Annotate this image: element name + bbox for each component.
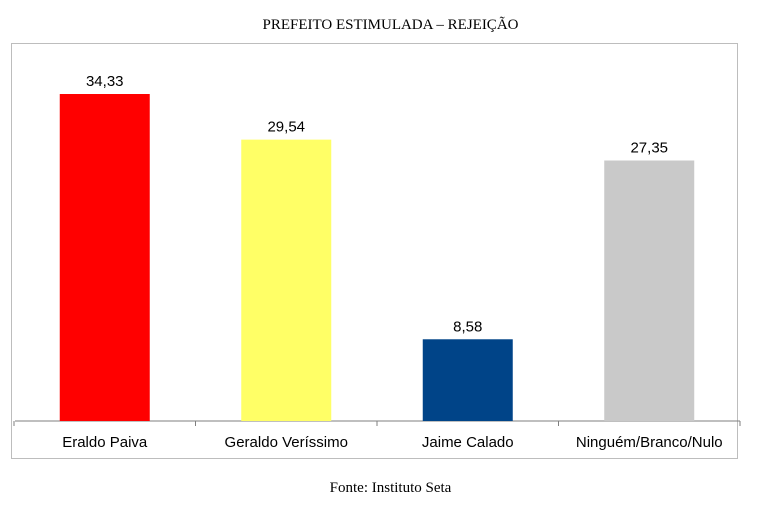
source-note: Fonte: Instituto Seta [329,480,452,496]
data-label: 34,33 [86,73,124,90]
data-label: 29,54 [267,119,305,136]
category-label: Eraldo Paiva [62,434,148,451]
bar [422,339,513,421]
category-label: Jaime Calado [422,434,514,451]
bar [241,139,332,421]
chart-frame [11,43,738,459]
bar [604,160,695,421]
data-label: 27,35 [630,139,668,156]
category-label: Geraldo Veríssimo [225,434,348,451]
category-label: Ninguém/Branco/Nulo [576,434,723,451]
data-label: 8,58 [453,318,482,335]
chart-title: PREFEITO ESTIMULADA – REJEIÇÃO [262,17,519,33]
bar [59,94,150,422]
